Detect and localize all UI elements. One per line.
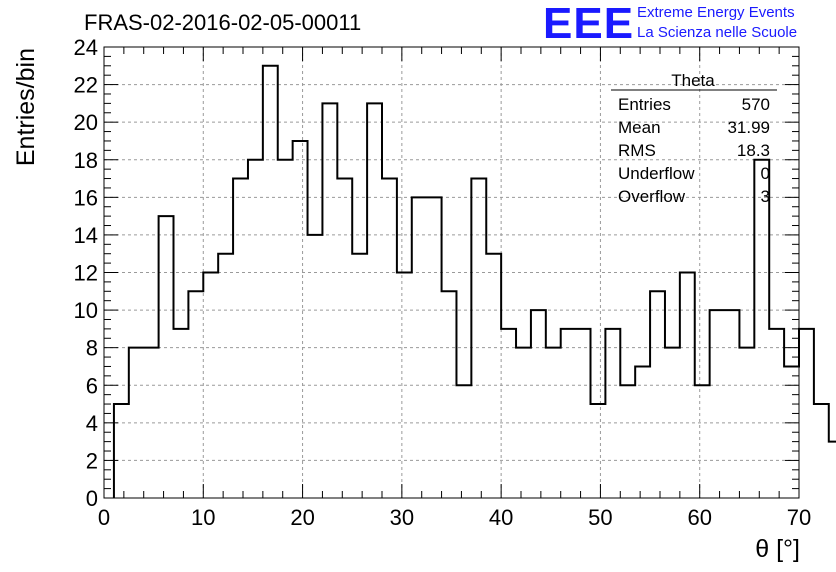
y-tick-label: 6 — [86, 373, 98, 398]
y-tick-label: 4 — [86, 411, 98, 436]
histogram-bin — [337, 179, 352, 498]
x-tick-label: 60 — [687, 505, 711, 530]
histogram-bin — [695, 385, 710, 498]
plot-title: FRAS-02-2016-02-05-00011 — [84, 10, 362, 35]
stats-row-value: 31.99 — [727, 118, 770, 137]
stats-box-rows: Entries 570 Mean 31.99 RMS 18.3 Underflow 0 Over… — [618, 95, 770, 206]
histogram-series — [112, 64, 836, 499]
histogram-bin — [754, 160, 769, 498]
x-tick-label: 50 — [588, 505, 612, 530]
eee-logo: EEE — [543, 0, 635, 48]
stats-box-title: Theta — [671, 71, 715, 90]
axis-ticks — [103, 46, 800, 499]
histogram-bin — [442, 291, 457, 498]
stats-row-label: Mean — [618, 118, 661, 137]
x-tick-label: 70 — [787, 505, 811, 530]
histogram-bin — [114, 404, 129, 498]
histogram-bin — [456, 385, 471, 498]
histogram-bin — [412, 197, 427, 498]
stats-row-label: Overflow — [618, 187, 686, 206]
y-tick-label: 0 — [86, 486, 98, 511]
histogram-bin — [278, 160, 293, 498]
histogram-bin — [308, 235, 323, 498]
histogram-bin — [546, 348, 561, 498]
histogram-bin — [293, 141, 308, 498]
x-tick-label: 30 — [390, 505, 414, 530]
histogram-bin — [665, 348, 680, 498]
histogram-bin — [725, 310, 740, 498]
stats-row-value: 0 — [761, 164, 770, 183]
histogram-bin — [650, 291, 665, 498]
histogram-bin — [367, 103, 382, 498]
histogram-bin — [159, 216, 174, 498]
stats-row-label: Entries — [618, 95, 671, 114]
histogram-bin — [233, 179, 248, 498]
histogram-bin — [174, 329, 189, 498]
histogram-bin — [620, 385, 635, 498]
x-tick-label: 40 — [489, 505, 513, 530]
histogram-bin — [501, 329, 516, 498]
grid-lines — [104, 47, 799, 498]
y-tick-label: 18 — [74, 148, 98, 173]
y-tick-label: 16 — [74, 185, 98, 210]
histogram-bin — [248, 160, 263, 498]
histogram-bin — [129, 348, 144, 498]
histogram-bin — [829, 442, 836, 498]
histogram-bin — [382, 179, 397, 498]
histogram-bin — [263, 66, 278, 498]
y-tick-label: 14 — [74, 223, 98, 248]
y-axis-label: Entries/bin — [12, 48, 40, 166]
x-tick-label: 10 — [191, 505, 215, 530]
stats-row-value: 570 — [742, 95, 770, 114]
eee-tagline-line1: Extreme Energy Events — [637, 4, 795, 21]
histogram-bin — [188, 291, 203, 498]
y-tick-label: 8 — [86, 336, 98, 361]
histogram-bin — [769, 329, 784, 498]
histogram-bin — [322, 103, 337, 498]
histogram-bin — [144, 348, 159, 498]
histogram-bin — [486, 254, 501, 498]
y-tick-label: 10 — [74, 298, 98, 323]
y-tick-label: 20 — [74, 110, 98, 135]
stats-row-value: 18.3 — [737, 141, 770, 160]
histogram-bin — [591, 404, 606, 498]
histogram-bin — [516, 348, 531, 498]
histogram-bin — [471, 179, 486, 498]
eee-tagline-line2: La Scienza nelle Scuole — [637, 24, 798, 41]
x-tick-label: 0 — [98, 505, 110, 530]
histogram-bin — [680, 273, 695, 499]
histogram-bin — [531, 310, 546, 498]
x-axis-label: θ [°] — [755, 535, 800, 563]
histogram-bin — [799, 329, 814, 498]
stats-row-label: Underflow — [618, 164, 695, 183]
histogram-bin — [427, 197, 442, 498]
histogram-bin — [218, 254, 233, 498]
y-tick-label: 12 — [74, 261, 98, 286]
histogram-bin — [576, 329, 591, 498]
stats-box: Theta Entries 570 Mean 31.99 RMS 18.3 Underflo… — [611, 71, 777, 206]
eee-tagline: Extreme Energy Events La Scienza nelle S… — [637, 3, 797, 43]
histogram-bin — [203, 273, 218, 499]
histogram-bin — [635, 366, 650, 498]
histogram-bin — [561, 329, 576, 498]
histogram-bin — [814, 404, 829, 498]
y-tick-label: 24 — [74, 35, 98, 60]
y-tick-label: 22 — [74, 73, 98, 98]
x-tick-label: 20 — [290, 505, 314, 530]
stats-row-value: 3 — [761, 187, 770, 206]
histogram-outline — [112, 64, 836, 498]
histogram-bin — [352, 254, 367, 498]
histogram-bin — [739, 348, 754, 498]
histogram-bin — [397, 273, 412, 499]
histogram-bin — [605, 329, 620, 498]
stats-row-label: RMS — [618, 141, 656, 160]
histogram-bin — [710, 310, 725, 498]
y-tick-label: 2 — [86, 448, 98, 473]
